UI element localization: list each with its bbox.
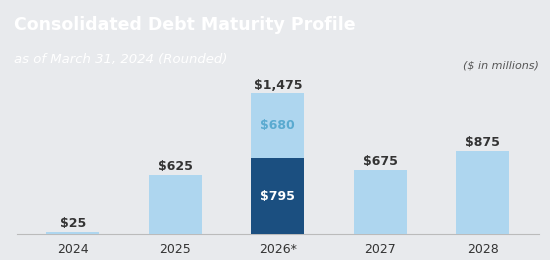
Text: ($ in millions): ($ in millions) (463, 60, 539, 70)
Bar (456, 151, 509, 234)
Text: as of March 31, 2024 (Rounded): as of March 31, 2024 (Rounded) (14, 53, 227, 66)
Bar (148, 175, 202, 234)
Bar (46, 232, 100, 234)
Text: $875: $875 (465, 136, 500, 149)
Text: $680: $680 (260, 119, 295, 132)
Bar (251, 93, 304, 158)
Text: $25: $25 (60, 217, 86, 230)
Text: $675: $675 (363, 155, 398, 168)
Bar (251, 158, 304, 234)
Text: $1,475: $1,475 (254, 79, 302, 92)
Bar (354, 170, 407, 234)
Text: Consolidated Debt Maturity Profile: Consolidated Debt Maturity Profile (14, 16, 355, 34)
Text: $625: $625 (158, 160, 192, 173)
Text: $795: $795 (260, 190, 295, 203)
